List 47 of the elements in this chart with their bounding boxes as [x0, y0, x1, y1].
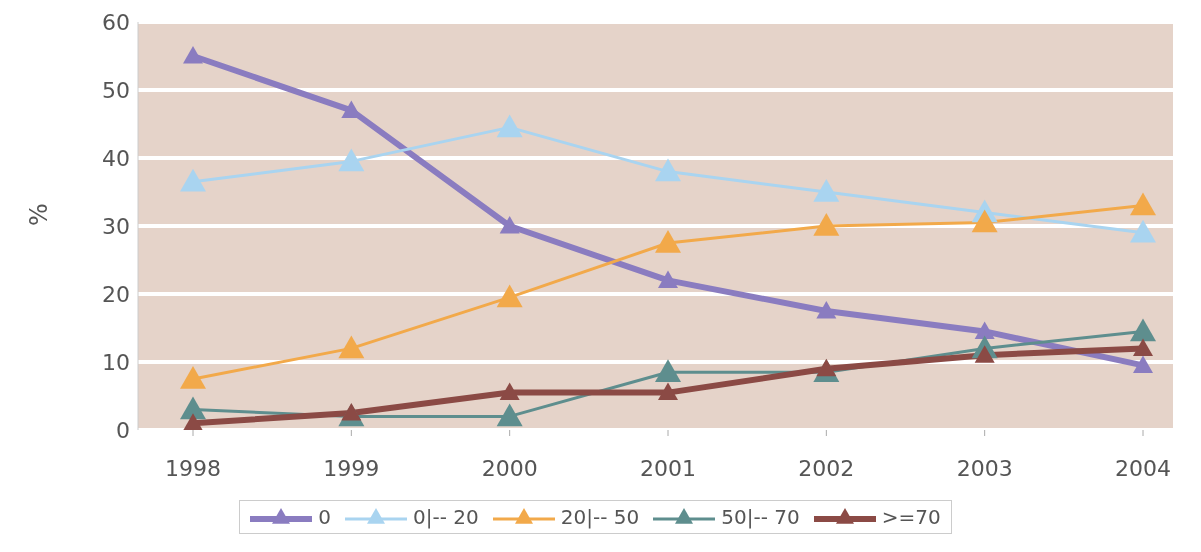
point — [496, 403, 523, 427]
x-tick-label: 2002 — [798, 455, 855, 481]
point — [496, 114, 523, 138]
x-tick-label: 1999 — [323, 455, 380, 481]
point — [180, 168, 206, 192]
point — [338, 335, 365, 359]
point — [338, 148, 365, 172]
point — [655, 359, 681, 382]
point — [974, 321, 995, 339]
point — [1130, 192, 1156, 216]
point — [813, 179, 840, 202]
point — [1130, 219, 1156, 243]
point — [499, 216, 520, 234]
y-tick-label: 60 — [102, 9, 130, 35]
point — [1130, 318, 1156, 342]
y-tick-label: 40 — [102, 145, 130, 171]
x-tick-label: 2001 — [640, 455, 696, 481]
point — [180, 366, 206, 389]
point — [183, 46, 203, 64]
legend-label: 20|-- 50 — [560, 505, 640, 529]
point — [813, 213, 840, 236]
y-tick-label: 30 — [102, 213, 130, 239]
point — [658, 270, 678, 288]
point — [655, 230, 681, 253]
point — [1133, 355, 1153, 373]
point — [496, 284, 523, 308]
legend-label: 0 — [318, 505, 332, 529]
point — [183, 413, 203, 430]
y-tick-label: 50 — [102, 77, 130, 103]
x-tick-label: 2004 — [1115, 455, 1171, 481]
point — [499, 382, 520, 401]
point — [816, 301, 837, 319]
legend-label: >=70 — [881, 505, 941, 529]
point — [971, 209, 998, 233]
point — [655, 158, 681, 182]
y-tick-label: 20 — [102, 281, 130, 307]
y-axis-title: % — [24, 203, 53, 226]
x-tick-label: 1998 — [165, 455, 221, 481]
y-tick-label: 10 — [102, 349, 130, 375]
x-tick-label: 2003 — [956, 455, 1013, 481]
legend-label: 50|-- 70 — [721, 505, 800, 529]
point — [658, 382, 678, 401]
legend-label: 0|-- 20 — [413, 505, 479, 529]
point — [180, 396, 206, 420]
y-tick-label: 0 — [116, 417, 130, 443]
x-tick-label: 2000 — [481, 455, 538, 481]
point — [1133, 338, 1153, 356]
